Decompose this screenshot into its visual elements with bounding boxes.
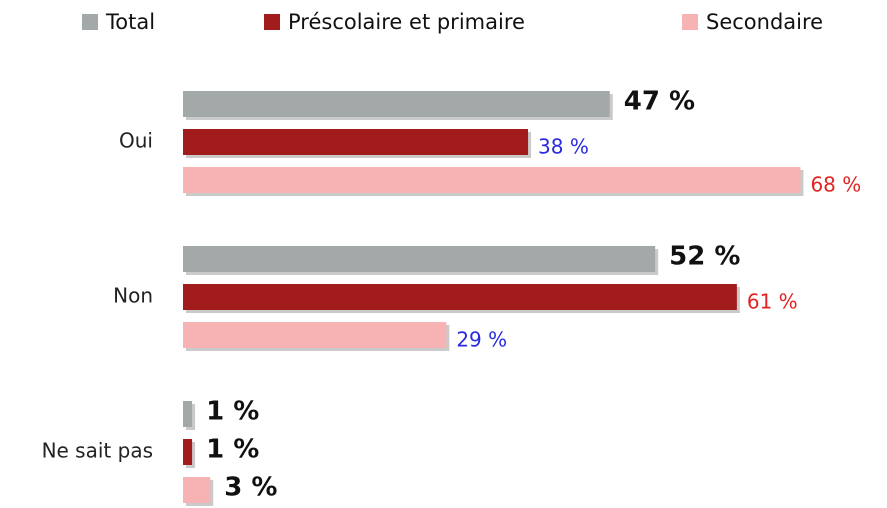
value-label: 61 % (747, 290, 798, 314)
legend-label: Total (105, 10, 155, 34)
value-label: 3 % (224, 473, 277, 503)
bar (183, 322, 447, 348)
bar (183, 129, 529, 155)
value-label: 52 % (669, 242, 740, 272)
bar (183, 401, 193, 427)
legend-swatch (264, 14, 280, 30)
value-label: 47 % (624, 87, 695, 117)
bar (183, 477, 211, 503)
bar (183, 167, 801, 193)
value-label: 1 % (206, 435, 259, 465)
bar (183, 246, 656, 272)
category-label: Oui (119, 129, 153, 153)
value-label: 29 % (456, 328, 507, 352)
legend-swatch (82, 14, 98, 30)
legend-label: Secondaire (706, 10, 823, 34)
bar (183, 439, 193, 465)
category-label: Non (113, 284, 153, 308)
value-label: 68 % (810, 173, 861, 197)
legend-label: Préscolaire et primaire (288, 10, 525, 34)
value-label: 38 % (538, 135, 589, 159)
category-label: Ne sait pas (42, 439, 153, 463)
legend-swatch (682, 14, 698, 30)
bar (183, 91, 610, 117)
bar (183, 284, 737, 310)
value-label: 1 % (206, 397, 259, 427)
